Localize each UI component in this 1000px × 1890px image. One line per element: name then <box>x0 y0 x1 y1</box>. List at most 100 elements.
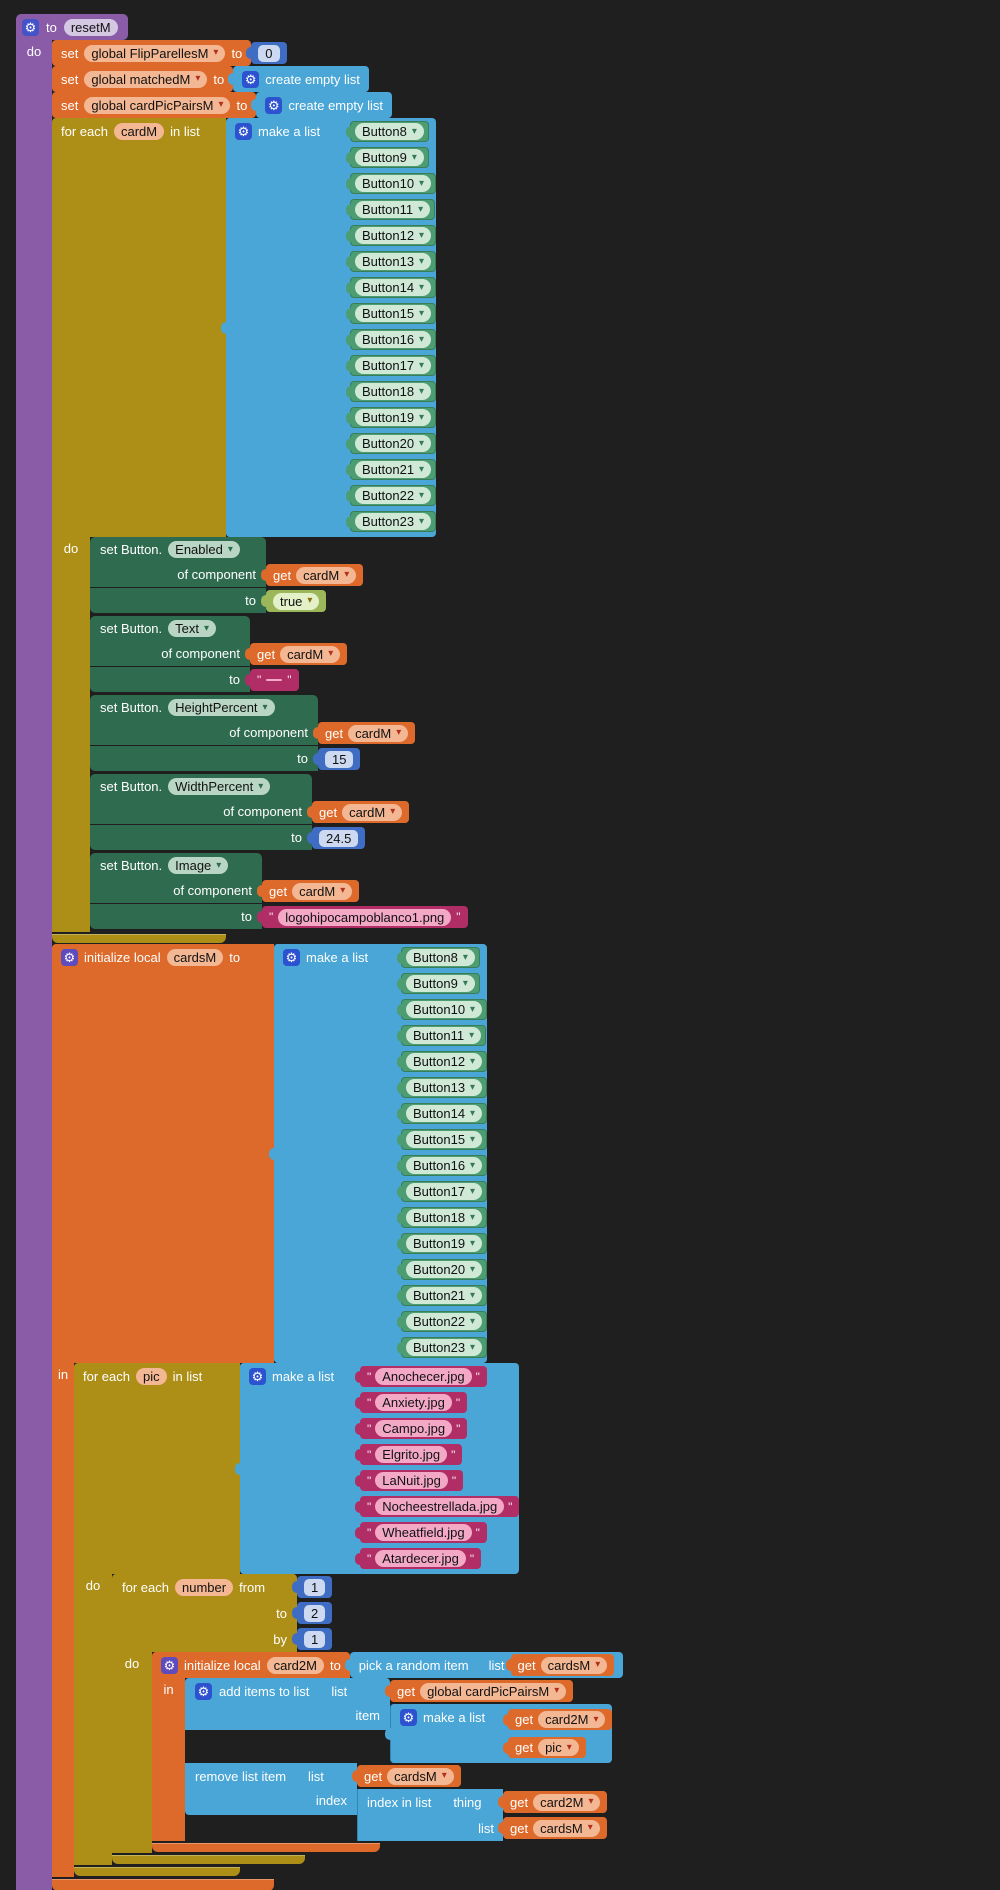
mutator-gear-icon[interactable]: ⚙ <box>283 948 300 966</box>
dropdown-icon[interactable]: ▾ <box>340 885 346 896</box>
variable-dropdown[interactable]: card2M ▾ <box>533 1793 601 1811</box>
procedure-header[interactable]: ⚙ to resetM <box>16 14 128 40</box>
text-string-block[interactable]: " Nocheestrellada.jpg " <box>360 1496 520 1517</box>
get-cardM-block[interactable]: get cardM ▾ <box>250 643 348 665</box>
index-in-list-block[interactable]: index in list thing get card2M ▾ list get ca… <box>357 1789 608 1841</box>
dropdown-icon[interactable]: ▾ <box>419 177 425 189</box>
dropdown-icon[interactable]: ▾ <box>419 515 425 527</box>
dropdown-icon[interactable]: ▾ <box>390 806 396 817</box>
dropdown-icon[interactable]: ▾ <box>593 1713 599 1725</box>
get-global-cardpicpairsm-block[interactable]: get global cardPicPairsM ▾ <box>390 1680 574 1702</box>
variable-dropdown[interactable]: cardM ▾ <box>348 724 409 742</box>
variable-dropdown[interactable]: cardsM ▾ <box>387 1767 454 1785</box>
component-block[interactable]: Button8 ▾ <box>401 947 480 968</box>
component-block[interactable]: Button19 ▾ <box>401 1233 488 1254</box>
loop-var-field[interactable]: pic <box>135 1367 167 1385</box>
dropdown-icon[interactable]: ▾ <box>195 73 201 84</box>
procedure-name-field[interactable]: resetM <box>63 18 118 36</box>
get-pic-block[interactable]: get pic ▾ <box>508 1737 586 1758</box>
variable-dropdown[interactable]: pic ▾ <box>538 1739 579 1756</box>
mutator-gear-icon[interactable]: ⚙ <box>265 96 283 114</box>
component-block[interactable]: Button9 ▾ <box>401 973 480 994</box>
dropdown-icon[interactable]: ▾ <box>411 151 417 163</box>
mutator-gear-icon[interactable]: ⚙ <box>161 1656 178 1674</box>
component-block[interactable]: Button10 ▾ <box>350 173 437 194</box>
initialize-local-card2M-block[interactable]: ⚙ initialize local card2M to <box>152 1652 624 1853</box>
component-block[interactable]: Button22 ▾ <box>401 1311 488 1332</box>
component-block[interactable]: Button11 ▾ <box>401 1025 487 1046</box>
dropdown-icon[interactable]: ▾ <box>470 1107 476 1119</box>
component-block[interactable]: Button13 ▾ <box>350 251 437 272</box>
variable-dropdown[interactable]: cardsM ▾ <box>533 1819 600 1837</box>
dropdown-icon[interactable]: ▾ <box>566 1741 572 1753</box>
variable-dropdown[interactable]: cardM ▾ <box>296 566 357 584</box>
get-cardsM-block[interactable]: get cardsM ▾ <box>357 1765 461 1787</box>
local-var-field[interactable]: card2M <box>266 1656 324 1674</box>
get-cardsM-block[interactable]: get cardsM ▾ <box>510 1654 615 1676</box>
number-block[interactable]: 24.5 <box>312 827 366 849</box>
dropdown-icon[interactable]: ▾ <box>411 125 417 137</box>
set-global-matchedm-block[interactable]: set global matchedM ▾ to ⚙ create empty li… <box>52 66 369 92</box>
component-block[interactable]: Button15 ▾ <box>401 1129 488 1150</box>
pick-random-item-block[interactable]: pick a random item list get cardsM ▾ <box>349 1652 624 1678</box>
component-block[interactable]: Button17 ▾ <box>401 1181 488 1202</box>
number-block[interactable]: 2 <box>297 1602 333 1624</box>
mutator-gear-icon[interactable]: ⚙ <box>235 122 252 140</box>
dropdown-icon[interactable]: ▾ <box>396 727 402 738</box>
set-global-flipparellesm-block[interactable]: set global FlipParellesM ▾ to 0 <box>52 40 287 66</box>
component-block[interactable]: Button9 ▾ <box>350 147 429 168</box>
text-string-block[interactable]: " Campo.jpg " <box>360 1418 468 1439</box>
variable-dropdown[interactable]: cardM ▾ <box>292 882 353 900</box>
add-items-to-list-block[interactable]: ⚙ add items to list list get global cardP… <box>185 1678 613 1763</box>
variable-dropdown[interactable]: global matchedM ▾ <box>84 70 208 88</box>
component-block[interactable]: Button18 ▾ <box>350 381 437 402</box>
dropdown-icon[interactable]: ▾ <box>258 780 264 792</box>
create-empty-list-block[interactable]: ⚙ create empty list <box>256 92 392 118</box>
dropdown-icon[interactable]: ▾ <box>470 1185 476 1197</box>
text-string-block[interactable]: " Anxiety.jpg " <box>360 1392 468 1413</box>
component-block[interactable]: Button16 ▾ <box>401 1155 488 1176</box>
dropdown-icon[interactable]: ▾ <box>470 1263 476 1275</box>
set-global-cardpicpairsm-block[interactable]: set global cardPicPairsM ▾ to ⚙ create emp… <box>52 92 392 118</box>
component-block[interactable]: Button23 ▾ <box>401 1337 488 1358</box>
make-a-list-block[interactable]: ⚙ make a list Button8 ▾ Button9 ▾ Button10 ▾ Bu… <box>226 118 437 537</box>
mutator-gear-icon[interactable]: ⚙ <box>61 948 78 966</box>
number-block[interactable]: 1 <box>297 1628 333 1650</box>
dropdown-icon[interactable]: ▾ <box>462 977 468 989</box>
mutator-gear-icon[interactable]: ⚙ <box>242 70 260 88</box>
number-field[interactable]: 24.5 <box>319 829 359 847</box>
get-cardM-block[interactable]: get cardM ▾ <box>318 722 416 744</box>
for-each-pic-block[interactable]: for each pic in list ⚙ make a list " Anoch… <box>74 1363 624 1877</box>
variable-dropdown[interactable]: cardM ▾ <box>342 803 403 821</box>
property-dropdown[interactable]: HeightPercent ▾ <box>168 699 275 716</box>
dropdown-icon[interactable]: ▾ <box>213 47 219 58</box>
dropdown-icon[interactable]: ▾ <box>441 1770 447 1781</box>
for-each-number-block[interactable]: for each number from 1 to 2 by 1 <box>112 1574 624 1865</box>
component-block[interactable]: Button15 ▾ <box>350 303 437 324</box>
logic-true-block[interactable]: true ▾ <box>266 590 327 612</box>
mutator-gear-icon[interactable]: ⚙ <box>249 1367 266 1385</box>
dropdown-icon[interactable]: ▾ <box>307 595 313 606</box>
text-field[interactable]: logohipocampoblanco1.png <box>278 908 452 926</box>
dropdown-icon[interactable]: ▾ <box>419 229 425 241</box>
number-field[interactable]: 1 <box>304 1578 326 1596</box>
set-button-widthpercent-block[interactable]: set Button. WidthPercent ▾ of component ge… <box>90 774 410 851</box>
dropdown-icon[interactable]: ▾ <box>419 307 425 319</box>
local-var-field[interactable]: cardsM <box>166 948 224 966</box>
make-a-list-block[interactable]: ⚙ make a list get card2M ▾ get pic ▾ <box>390 1704 613 1763</box>
number-field[interactable]: 15 <box>325 750 354 768</box>
make-a-list-block[interactable]: ⚙ make a list " Anochecer.jpg " " Anxiety.jpg… <box>240 1363 520 1574</box>
component-block[interactable]: Button12 ▾ <box>350 225 437 246</box>
component-block[interactable]: Button11 ▾ <box>350 199 436 220</box>
dropdown-icon[interactable]: ▾ <box>595 1659 601 1670</box>
dropdown-icon[interactable]: ▾ <box>419 411 425 423</box>
variable-dropdown[interactable]: cardsM ▾ <box>540 1656 608 1674</box>
dropdown-icon[interactable]: ▾ <box>419 359 425 371</box>
text-string-block[interactable]: " Anochecer.jpg " <box>360 1366 487 1387</box>
dropdown-icon[interactable]: ▾ <box>554 1685 560 1696</box>
text-string-block[interactable]: " Atardecer.jpg " <box>360 1548 482 1569</box>
number-field[interactable]: 2 <box>304 1604 326 1622</box>
variable-dropdown[interactable]: global cardPicPairsM ▾ <box>84 96 231 114</box>
text-string-block[interactable]: " Wheatfield.jpg " <box>360 1522 487 1543</box>
dropdown-icon[interactable]: ▾ <box>419 489 425 501</box>
